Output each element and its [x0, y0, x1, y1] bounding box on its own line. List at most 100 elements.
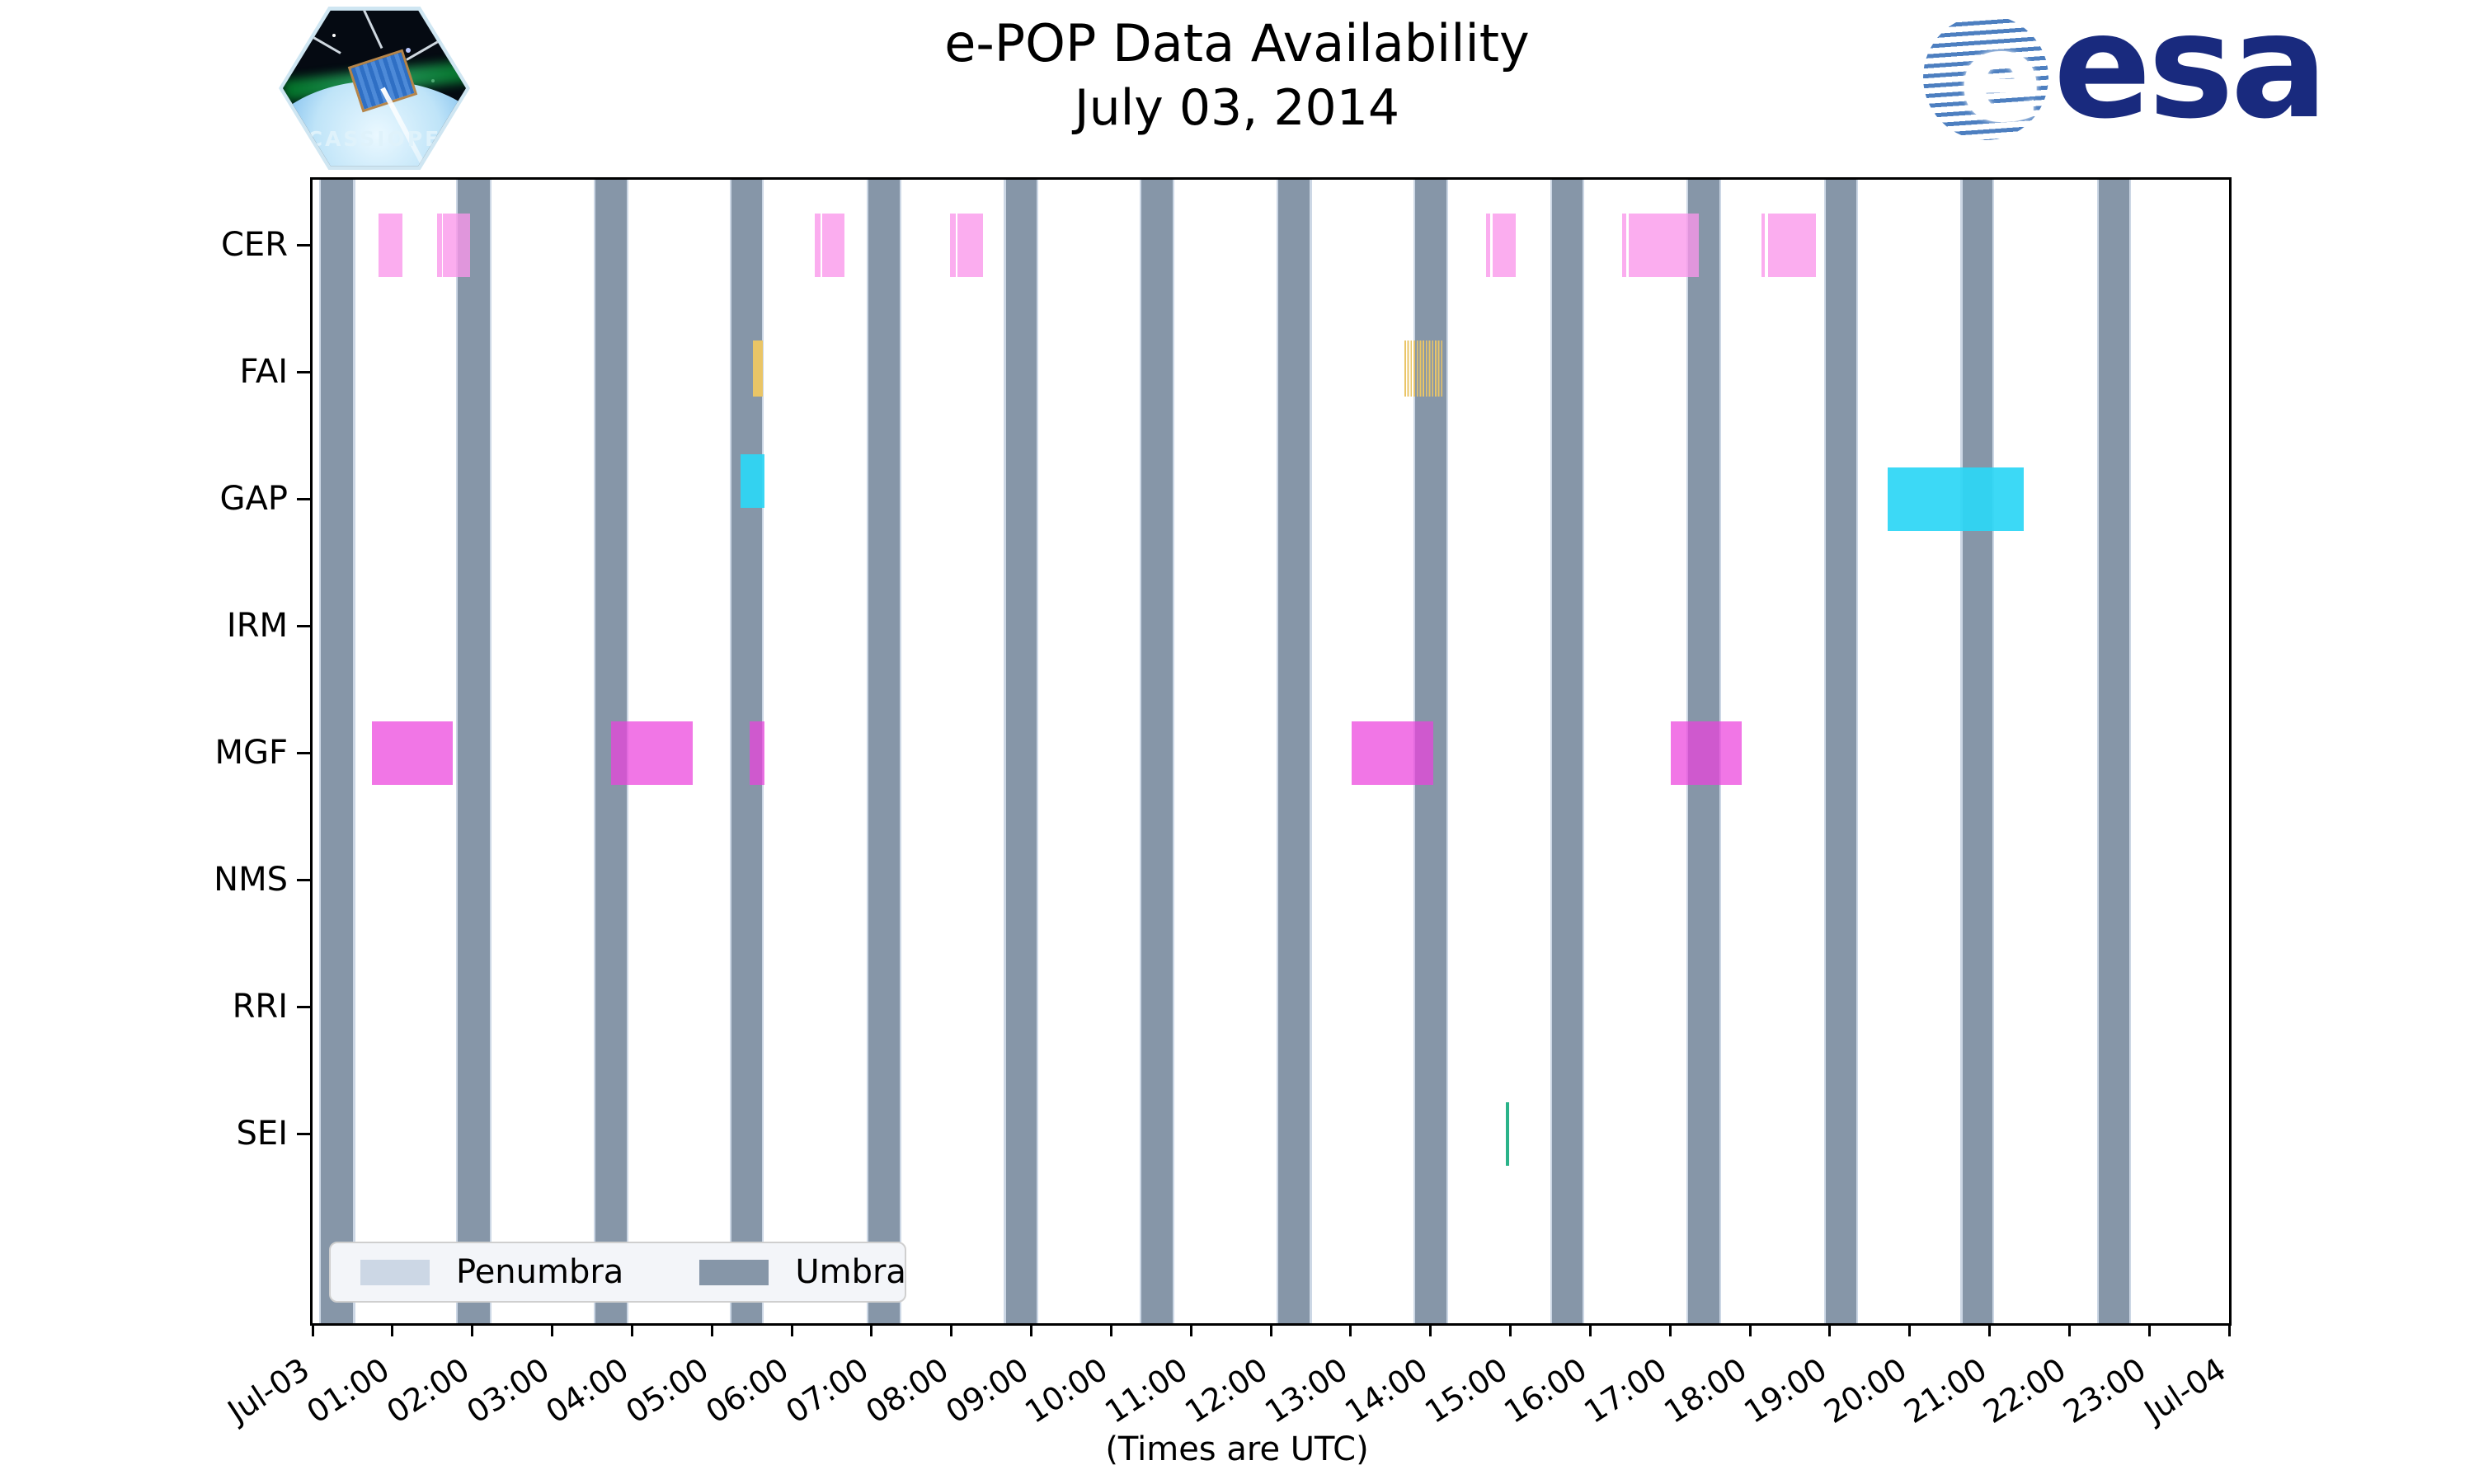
- y-tick-label-MGF: MGF: [214, 734, 288, 772]
- y-tick: [297, 497, 310, 500]
- umbra-bar: [1551, 180, 1583, 1323]
- x-tick: [1748, 1323, 1752, 1336]
- y-tick-label-IRM: IRM: [226, 607, 288, 645]
- y-tick: [297, 624, 310, 627]
- cassiope-mission-patch: CASSIOPE: [279, 5, 470, 171]
- penumbra-strip: [2128, 180, 2132, 1323]
- y-tick: [297, 751, 310, 754]
- umbra-bar: [320, 180, 354, 1323]
- availability-bar-MGF: [371, 721, 454, 785]
- penumbra-swatch: [360, 1259, 430, 1285]
- x-tick: [1908, 1323, 1912, 1336]
- penumbra-strip: [1310, 180, 1312, 1323]
- umbra-bar: [1962, 180, 1993, 1323]
- x-tick: [311, 1323, 314, 1336]
- availability-bar-CER: [1761, 213, 1766, 277]
- penumbra-strip: [1992, 180, 1995, 1323]
- availability-bar-MGF: [1351, 721, 1433, 785]
- x-tick: [1828, 1323, 1832, 1336]
- availability-bar-CER: [1628, 213, 1700, 277]
- x-tick: [1668, 1323, 1672, 1336]
- x-tick: [2147, 1323, 2151, 1336]
- y-tick: [297, 878, 310, 881]
- availability-bar-GAP: [1887, 467, 2025, 531]
- x-tick: [710, 1323, 713, 1336]
- x-tick: [870, 1323, 873, 1336]
- esa-globe-letter: e: [1959, 15, 2043, 140]
- x-tick: [1269, 1323, 1272, 1336]
- x-tick: [1429, 1323, 1432, 1336]
- availability-bar-GAP: [741, 453, 765, 508]
- availability-bar-CER: [437, 213, 442, 277]
- esa-logo: e esa: [1923, 0, 2328, 151]
- stars-decoration: [332, 34, 336, 37]
- y-tick-label-GAP: GAP: [219, 480, 288, 518]
- x-tick: [551, 1323, 553, 1336]
- penumbra-strip: [353, 180, 355, 1323]
- availability-bar-FAI: [1404, 340, 1444, 397]
- x-tick: [1109, 1323, 1112, 1336]
- penumbra-strip: [1856, 180, 1858, 1323]
- penumbra-strip: [1446, 180, 1449, 1323]
- availability-bar-CER: [442, 213, 470, 277]
- availability-bar-CER: [1493, 213, 1517, 277]
- x-tick: [950, 1323, 953, 1336]
- legend: Penumbra Umbra: [329, 1242, 906, 1303]
- availability-bar-CER: [957, 213, 984, 277]
- availability-bar-MGF: [611, 721, 693, 785]
- availability-bar-CER: [815, 213, 821, 277]
- umbra-bar: [2099, 180, 2129, 1323]
- x-tick: [1030, 1323, 1032, 1336]
- availability-bar-CER: [821, 213, 844, 277]
- availability-bar-CER: [1622, 213, 1626, 277]
- penumbra-strip: [1582, 180, 1584, 1323]
- page-title: e-POP Data Availability: [944, 13, 1530, 73]
- y-tick: [297, 370, 310, 373]
- x-tick: [1509, 1323, 1512, 1336]
- availability-bar-CER: [1768, 213, 1817, 277]
- penumbra-strip: [2097, 180, 2100, 1323]
- x-tick: [2067, 1323, 2071, 1336]
- penumbra-strip: [1139, 180, 1142, 1323]
- penumbra-strip: [1823, 180, 1826, 1323]
- penumbra-strip: [1960, 180, 1963, 1323]
- cassiope-label: CASSIOPE: [307, 127, 442, 151]
- umbra-bar: [1141, 180, 1173, 1323]
- availability-bar-CER: [949, 213, 957, 277]
- availability-bar-MGF: [1671, 721, 1743, 785]
- penumbra-strip: [899, 180, 901, 1323]
- x-tick: [2227, 1323, 2231, 1336]
- y-tick-label-RRI: RRI: [232, 988, 288, 1026]
- y-tick: [297, 1132, 310, 1135]
- penumbra-strip: [1004, 180, 1006, 1323]
- y-tick-label-SEI: SEI: [236, 1115, 288, 1153]
- y-tick-label-NMS: NMS: [214, 861, 288, 899]
- y-tick: [297, 1005, 310, 1008]
- x-tick: [1189, 1323, 1192, 1336]
- y-tick-label-CER: CER: [221, 226, 288, 264]
- x-tick: [391, 1323, 394, 1336]
- x-tick: [630, 1323, 633, 1336]
- umbra-bar: [868, 180, 900, 1323]
- penumbra-strip: [1037, 180, 1039, 1323]
- page-subtitle: July 03, 2014: [1074, 79, 1400, 137]
- legend-label-penumbra: Penumbra: [456, 1253, 624, 1291]
- umbra-bar: [1277, 180, 1310, 1323]
- esa-wordmark: esa: [2053, 0, 2328, 151]
- timeline-chart: Penumbra Umbra CER FAI GAP IRM MGF NMS RRI SEI J…: [214, 177, 2232, 1430]
- umbra-bar: [1825, 180, 1856, 1323]
- x-tick: [471, 1323, 474, 1336]
- umbra-bar: [458, 180, 490, 1323]
- umbra-bar: [1005, 180, 1037, 1323]
- x-tick: [1349, 1323, 1352, 1336]
- penumbra-strip: [730, 180, 732, 1323]
- penumbra-strip: [1172, 180, 1175, 1323]
- esa-globe-icon: e: [1923, 15, 2048, 140]
- y-tick-label-FAI: FAI: [239, 353, 289, 391]
- availability-bar-CER: [1486, 213, 1491, 277]
- penumbra-strip: [318, 180, 321, 1323]
- penumbra-strip: [489, 180, 492, 1323]
- availability-bar-SEI: [1505, 1101, 1509, 1166]
- penumbra-strip: [593, 180, 595, 1323]
